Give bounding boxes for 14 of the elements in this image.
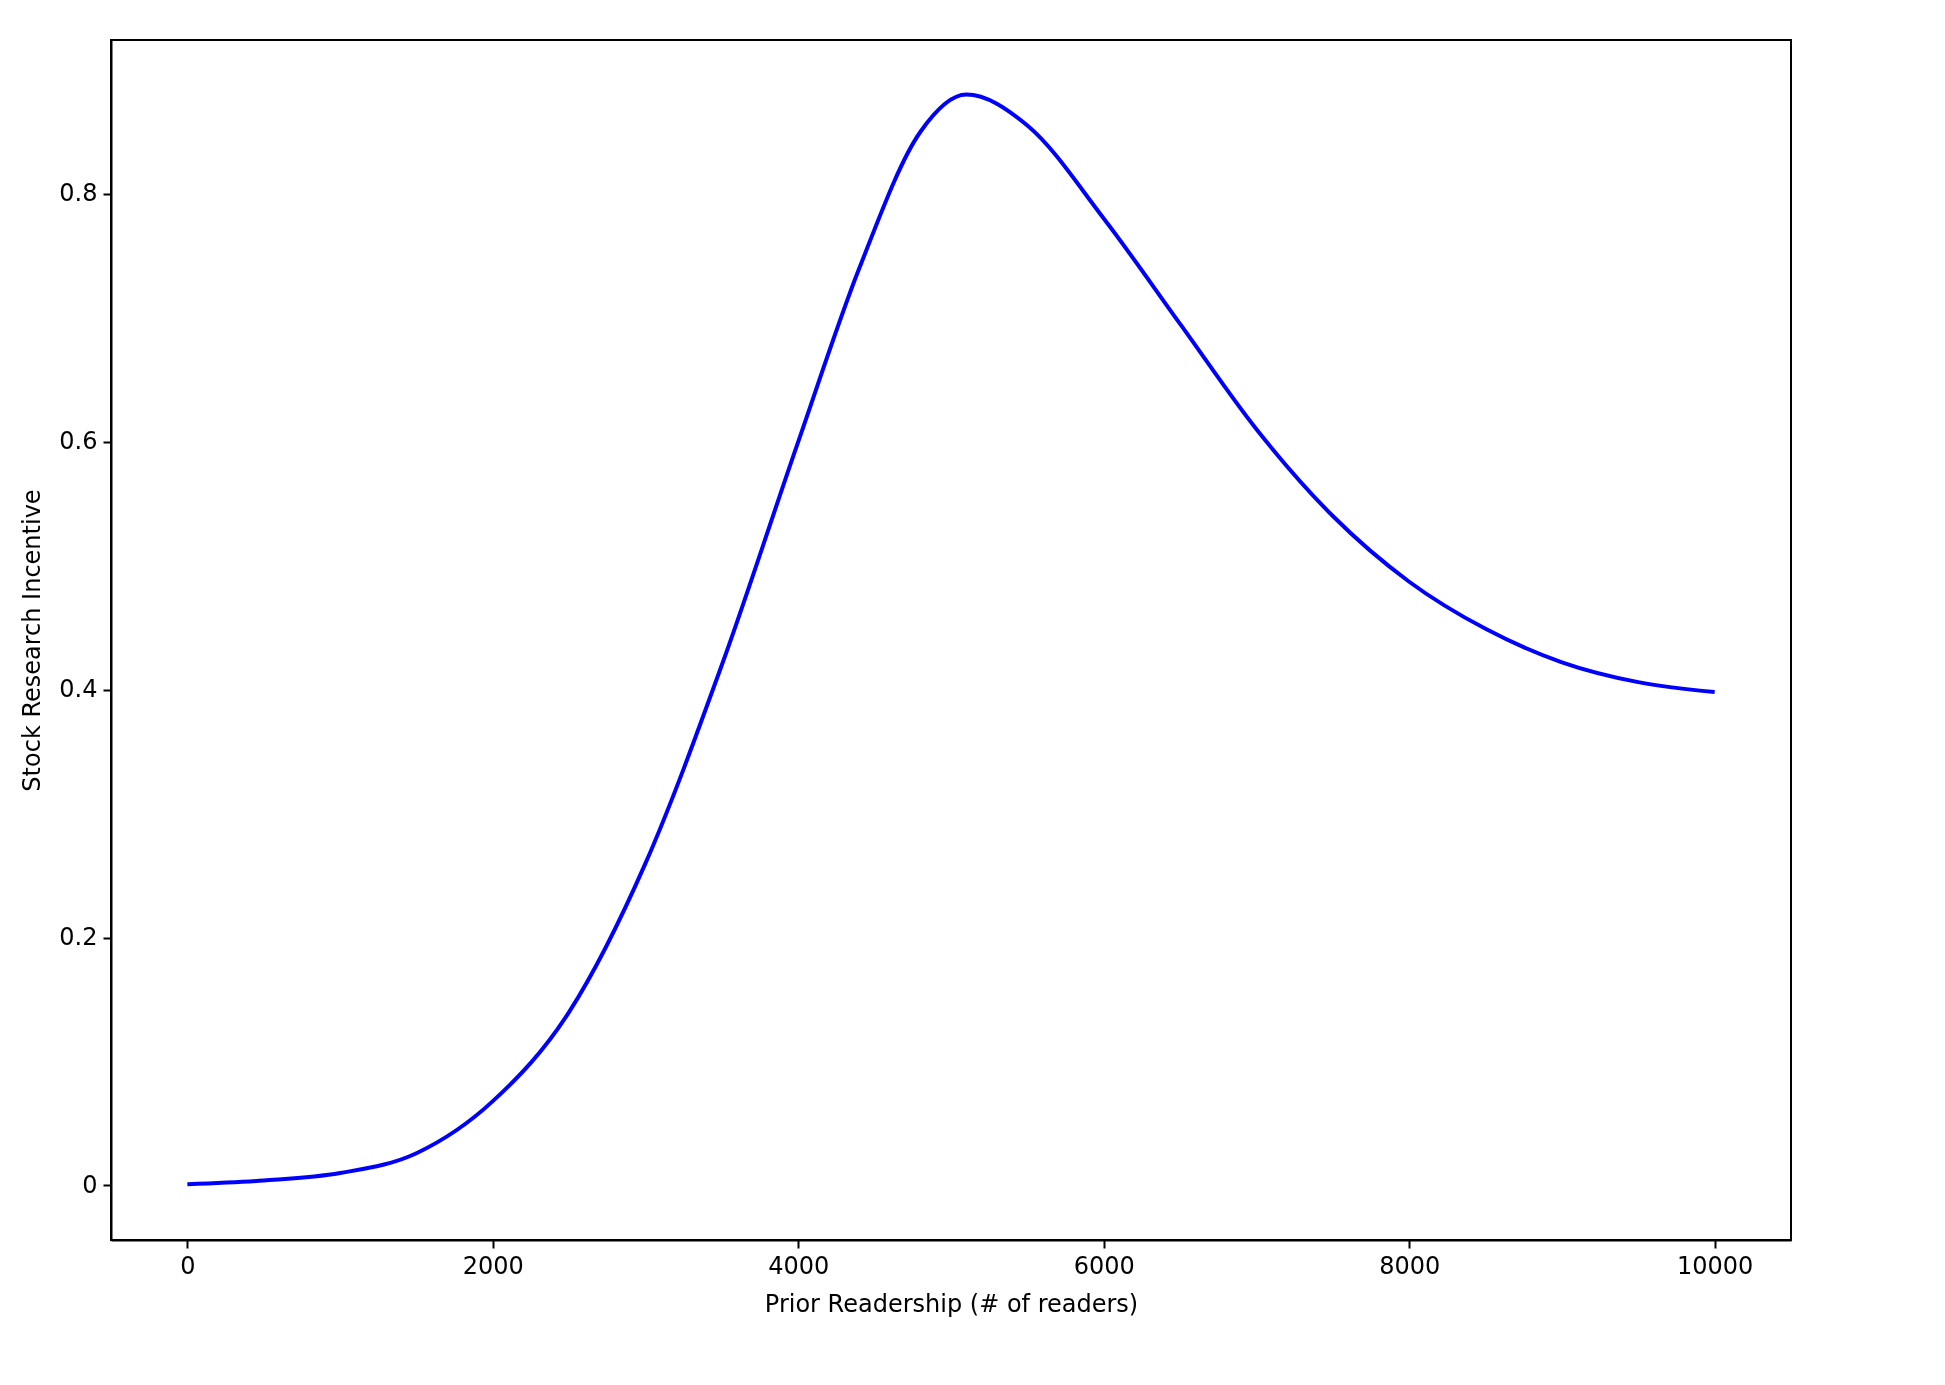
y-tick-label: 0	[82, 1170, 98, 1199]
y-tick-label: 0.4	[59, 675, 98, 704]
x-tick-label: 4000	[768, 1251, 830, 1280]
y-tick-label: 0.2	[59, 923, 98, 952]
x-tick-label: 10000	[1676, 1251, 1754, 1280]
x-tick-label: 2000	[462, 1251, 524, 1280]
y-axis-title: Stock Research Incentive	[18, 489, 47, 792]
y-tick-label: 0.8	[59, 179, 98, 208]
x-tick-label: 8000	[1379, 1251, 1441, 1280]
line-series	[185, 92, 1717, 1187]
y-tick-label: 0.6	[59, 427, 98, 456]
x-tick-label: 6000	[1073, 1251, 1135, 1280]
x-tick-label: 0	[180, 1251, 196, 1280]
x-axis-title: Prior Readership (# of readers)	[764, 1289, 1139, 1318]
